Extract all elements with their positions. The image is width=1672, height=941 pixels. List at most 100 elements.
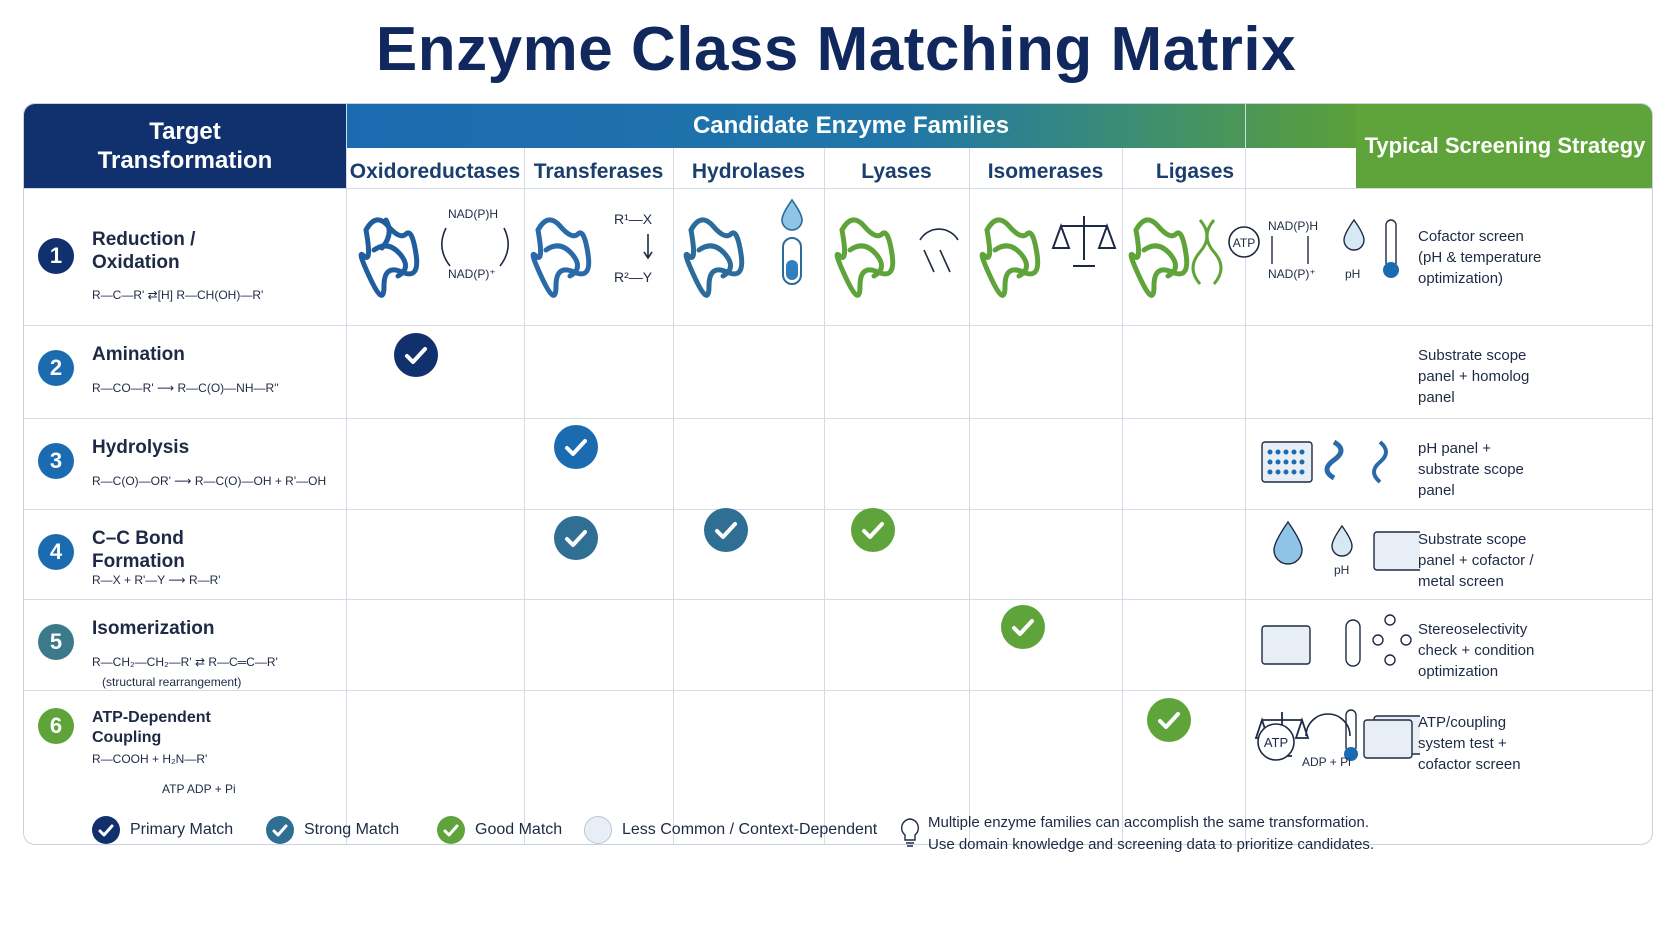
target-transformation-header: Target Transformation <box>24 104 346 188</box>
strategy-text-line: pH panel + <box>1418 440 1491 457</box>
row-title-line1: Reduction / <box>92 229 196 250</box>
strategy-ph-label-3: pH <box>1334 563 1349 577</box>
strategy-text-line: Substrate scope <box>1418 531 1527 548</box>
match-check-icon <box>554 425 598 469</box>
row-number-badge: 3 <box>38 443 74 479</box>
ligase-atp-badge: ATP <box>1233 236 1255 250</box>
row-label-6: 6 ATP-Dependent Coupling R—COOH + H₂N—R' ATP… <box>24 690 346 844</box>
strategy-text-line: Substrate scope <box>1418 347 1527 364</box>
row-reaction-note: (structural rearrangement) <box>102 675 242 689</box>
family-header-hydrolases: Hydrolases <box>691 160 806 183</box>
legend-swatch-icon <box>92 816 120 844</box>
row-title: Amination <box>92 343 185 366</box>
row-title-line1: ATP-Dependent <box>92 709 211 726</box>
strategy-text-line: panel + homolog <box>1418 368 1530 385</box>
strategy-text-row-1: Cofactor screen (pH & temperature optimiza… <box>1418 226 1650 289</box>
strategy-text-line: optimization) <box>1418 270 1504 287</box>
row-title: Hydrolysis <box>92 436 189 459</box>
strategy-text-line: (pH & temperature <box>1418 249 1542 266</box>
screening-strategy-header: Typical Screening Strategy <box>1356 104 1652 188</box>
match-check-icon <box>851 508 895 552</box>
row-title-line1: Hydrolysis <box>92 437 190 458</box>
match-check-icon <box>394 333 438 377</box>
row-number-badge: 4 <box>38 534 74 570</box>
isomerase-enzyme-icon <box>979 216 1117 298</box>
oxidoreductase-cofactor-bottom: NAD(P)⁺ <box>448 267 496 281</box>
strategy-text-row-2: Substrate scope panel + homolog panel <box>1418 345 1650 408</box>
strategy-text-line: substrate scope <box>1418 461 1524 478</box>
matching-matrix: Target Transformation Candidate Enzyme F… <box>23 103 1653 845</box>
strategy-cofactor-top: NAD(P)H <box>1268 219 1318 233</box>
strategy-cofactor-bottom: NAD(P)⁺ <box>1268 267 1316 281</box>
strategy-text-line: Stereoselectivity <box>1418 621 1528 638</box>
row-title-line1: C–C Bond <box>92 528 184 549</box>
row-reaction-scheme: R—C(O)—OR' ⟶ R—C(O)—OH + R'—OH <box>92 474 327 488</box>
strategy-icons-row6: ATP ADP + Pi <box>1257 713 1413 769</box>
strategy-text-row-4: Substrate scope panel + cofactor / metal s… <box>1418 529 1650 592</box>
footnote-line-2: Use domain knowledge and screening data … <box>928 836 1375 853</box>
family-header-ligases: Ligases <box>1155 160 1235 183</box>
row-reaction-scheme: R—CH₂—CH₂—R' ⇄ R—C═C—R' <box>92 655 278 669</box>
target-header-label: Target Transformation <box>97 118 273 174</box>
row-label-1: 1 Reduction / Oxidation R—C—R' ⇄[H] R—CH(OH… <box>24 188 346 325</box>
family-header-lyases: Lyases <box>861 160 932 183</box>
strategy-text-line: optimization <box>1418 663 1499 680</box>
row-number-badge: 1 <box>38 238 74 274</box>
row-reaction-scheme: R—C—R' ⇄[H] R—CH(OH)—R' <box>92 288 264 302</box>
strategy-text-line: Cofactor screen <box>1418 228 1524 245</box>
row-reaction-scheme: R—X + R'—Y ⟶ R—R' <box>92 573 221 587</box>
oxidoreductase-cofactor-top: NAD(P)H <box>448 207 498 221</box>
strategy-text-line: panel <box>1418 389 1455 406</box>
strategy-text-line: ATP/coupling <box>1418 714 1507 731</box>
hydrolase-enzyme-icon <box>683 198 803 298</box>
strategy-text-line: check + condition <box>1418 642 1535 659</box>
match-check-icon <box>1147 698 1191 742</box>
strategy-adp-label: ADP + Pi <box>1302 755 1351 769</box>
legend-label: Strong Match <box>304 821 400 838</box>
page-title: Enzyme Class Matching Matrix <box>375 15 1297 84</box>
strategy-ph-label-1: pH <box>1345 267 1360 281</box>
row-title-line2: Formation <box>92 551 185 572</box>
strategy-text-line: cofactor screen <box>1418 756 1521 773</box>
row-title: Isomerization <box>92 617 214 640</box>
match-check-icon <box>704 508 748 552</box>
row-number-badge: 5 <box>38 624 74 660</box>
strategy-atp-badge: ATP <box>1264 735 1288 750</box>
row-title-line1: Isomerization <box>92 618 215 639</box>
match-check-icon <box>1001 605 1045 649</box>
strategy-text-line: metal screen <box>1418 573 1504 590</box>
row-number-badge: 2 <box>38 350 74 386</box>
row-label-2: 2 Amination R—CO—R' ⟶ R—C(O)—NH—R'' <box>24 325 346 418</box>
strategy-text-row-3: pH panel + substrate scope panel <box>1418 438 1650 501</box>
transferase-enzyme-icon: R¹—X R²—Y <box>530 211 653 298</box>
legend-swatch-icon <box>437 816 465 844</box>
legend-label: Primary Match <box>130 821 234 838</box>
family-header-isomerases: Isomerases <box>987 160 1104 183</box>
legend-swatch-icon <box>584 816 612 844</box>
footnote-line-1: Multiple enzyme families can accomplish … <box>928 814 1370 831</box>
lyase-enzyme-icon <box>834 217 959 298</box>
row-label-4: 4 C–C Bond Formation R—X + R'—Y ⟶ R—R' <box>24 509 346 599</box>
row-title: Reduction / Oxidation <box>92 228 195 274</box>
row-title-line1: Amination <box>92 344 185 365</box>
ligase-enzyme-icon: ATP <box>1128 217 1260 298</box>
row-label-5: 5 Isomerization R—CH₂—CH₂—R' ⇄ R—C═C—R' (st… <box>24 599 346 690</box>
oxidoreductase-enzyme-icon: NAD(P)H NAD(P)⁺ <box>358 207 509 298</box>
match-check-icon <box>554 516 598 560</box>
row-title: ATP-Dependent Coupling <box>92 708 211 748</box>
legend-label: Good Match <box>475 821 563 838</box>
transferase-group-top: R¹—X <box>614 211 653 227</box>
legend-swatch-icon <box>266 816 294 844</box>
transferase-group-bottom: R²—Y <box>614 269 653 285</box>
row-number-badge: 6 <box>38 708 74 744</box>
row-reaction-scheme: R—CO—R' ⟶ R—C(O)—NH—R'' <box>92 381 279 395</box>
row-reaction-scheme: R—COOH + H₂N—R' <box>92 752 208 766</box>
strategy-text-row-5: Stereoselectivity check + condition optimi… <box>1418 619 1650 682</box>
strategy-text-line: panel + cofactor / <box>1418 552 1534 569</box>
legend-label: Less Common / Context-Dependent <box>622 821 878 838</box>
lightbulb-icon <box>900 818 920 847</box>
strategy-text-line: system test + <box>1418 735 1507 752</box>
row-label-3: 3 Hydrolysis R—C(O)—OR' ⟶ R—C(O)—OH + R'—O… <box>24 418 346 509</box>
row-title: C–C Bond Formation <box>92 527 185 573</box>
